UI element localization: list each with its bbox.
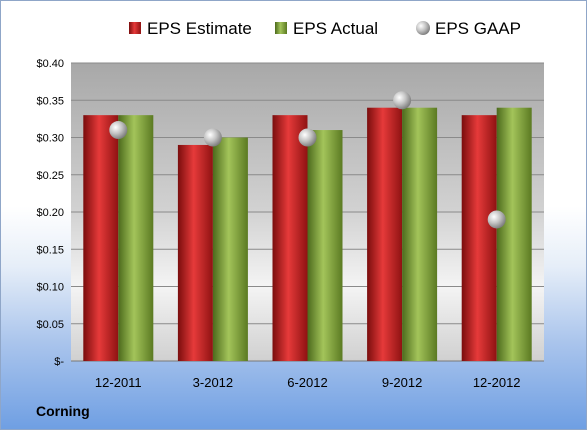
bar-eps-estimate <box>83 115 119 362</box>
bar-eps-actual <box>212 137 248 361</box>
legend-label-eps-actual: EPS Actual <box>293 19 378 38</box>
x-tick-label: 12-2011 <box>95 375 142 390</box>
y-tick-label: $0.15 <box>36 244 64 256</box>
bar-eps-estimate <box>461 115 497 362</box>
x-tick-label: 12-2012 <box>473 375 521 390</box>
bar-eps-estimate <box>177 144 213 361</box>
bar-eps-estimate <box>367 107 403 361</box>
y-tick-label: $0.40 <box>36 58 64 70</box>
y-tick-label: $0.30 <box>36 133 64 145</box>
y-tick-label: $0.10 <box>36 282 64 294</box>
y-tick-label: $0.25 <box>36 170 64 182</box>
bar-eps-estimate <box>272 115 308 362</box>
legend-swatch-eps-gaap <box>416 21 430 35</box>
bar-eps-actual <box>307 130 343 361</box>
bar-eps-actual <box>118 115 154 362</box>
x-tick-label: 3-2012 <box>193 375 233 390</box>
marker-eps-gaap <box>298 128 317 147</box>
x-tick-label: 9-2012 <box>382 375 422 390</box>
marker-eps-gaap <box>487 210 506 229</box>
marker-eps-gaap <box>203 128 222 147</box>
legend-swatch-eps-estimate <box>129 22 141 34</box>
legend-label-eps-gaap: EPS GAAP <box>435 19 521 38</box>
y-tick-label: $0.20 <box>36 207 64 219</box>
bar-eps-actual <box>402 107 438 361</box>
y-tick-label: $- <box>54 356 64 368</box>
marker-eps-gaap <box>109 121 128 140</box>
bar-eps-actual <box>496 107 532 361</box>
x-tick-label: 6-2012 <box>287 375 327 390</box>
legend-label-eps-estimate: EPS Estimate <box>147 19 252 38</box>
company-label: Corning <box>36 403 90 419</box>
marker-eps-gaap <box>393 91 412 110</box>
y-tick-label: $0.35 <box>36 95 64 107</box>
legend-swatch-eps-actual <box>275 22 287 34</box>
y-tick-label: $0.05 <box>36 319 64 331</box>
